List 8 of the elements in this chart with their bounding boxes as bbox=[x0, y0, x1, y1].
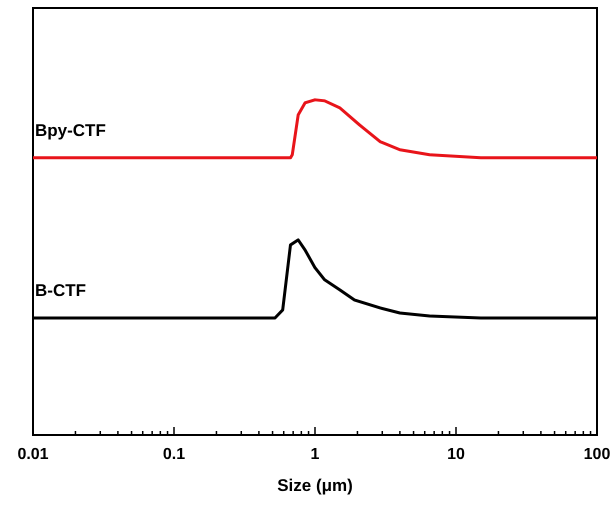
x-tick-label: 0.1 bbox=[162, 446, 186, 463]
x-tick-label: 10 bbox=[447, 446, 465, 463]
x-tick-label: 100 bbox=[584, 446, 610, 463]
series-label: B-CTF bbox=[35, 281, 86, 300]
x-tick-label: 0.01 bbox=[17, 446, 49, 463]
x-tick-label: 1 bbox=[310, 446, 320, 463]
series-label: Bpy-CTF bbox=[35, 120, 106, 140]
x-axis-title: Size (μm) bbox=[277, 476, 353, 495]
